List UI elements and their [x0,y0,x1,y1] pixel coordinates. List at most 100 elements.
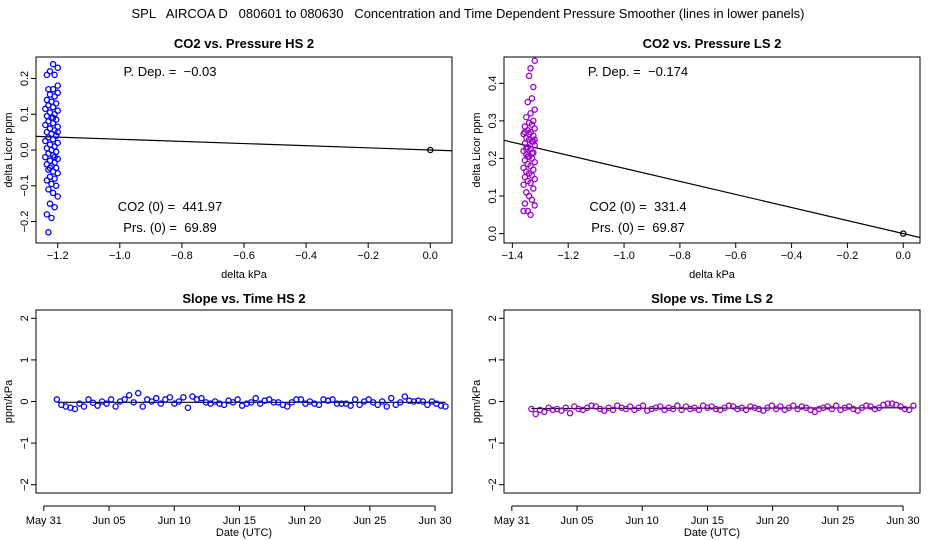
data-point [383,403,390,410]
x-tick-label: −1.2 [47,250,69,262]
x-tick-label: −1.4 [502,250,524,262]
data-point [53,396,61,403]
chart-title: CO2 vs. Pressure LS 2 [643,36,782,51]
data-point [54,107,61,114]
data-point [189,393,196,400]
data-layer [528,400,917,418]
y-tick-label: 0.3 [487,113,499,128]
y-tick-label: 0.2 [19,71,31,86]
x-tick-label: Jun 30 [887,515,920,527]
data-point [527,211,534,219]
data-point [54,64,61,71]
y-tick-label: −0.2 [19,211,31,233]
data-point [419,398,427,405]
data-point [790,402,797,409]
y-tick-label: 0.1 [487,188,499,203]
data-point [528,405,535,413]
data-point [130,399,137,406]
x-tick-label: Jun 10 [158,515,191,527]
data-point [51,71,58,79]
data-point [669,405,677,413]
plot-frame [503,309,921,494]
data-point [220,401,228,409]
data-point [351,396,359,403]
data-point [674,402,681,409]
y-tick-label: −2 [487,478,499,491]
data-point [52,182,60,190]
data-point [270,399,278,406]
y-axis-label: ppm/kPa [471,379,483,423]
data-point [768,402,776,409]
data-point [832,402,840,409]
data-point [198,394,205,402]
data-point [49,103,57,111]
data-point [531,125,538,132]
data-point [525,72,533,80]
data-point [388,394,395,402]
data-point [265,396,273,403]
data-point [528,196,536,204]
data-point [49,60,57,68]
data-point [52,132,60,139]
x-axis-label: delta kPa [221,269,268,281]
data-layer [53,389,449,413]
y-axis-label: delta Licor ppm [471,112,483,187]
y-tick-label: 1 [487,357,499,363]
chart-title: Slope vs. Time LS 2 [651,291,773,306]
data-point [378,398,386,405]
data-point [148,398,156,405]
data-point [94,402,101,409]
data-point [901,405,909,413]
data-point [180,394,187,401]
data-layer [504,57,920,239]
data-point [85,396,92,403]
data-point [609,406,617,414]
x-tick-label: Jun 05 [561,515,594,527]
data-point [48,214,55,222]
data-point [905,406,913,414]
fit-line [36,135,452,152]
annotation-text: P. Dep. = −0.03 [124,64,217,79]
data-point [566,409,574,417]
data-point [333,400,341,407]
x-tick-label: Jun 25 [821,515,854,527]
data-point [184,404,192,411]
data-point [293,396,300,403]
data-point [247,399,255,406]
data-point [153,394,160,402]
x-tick-label: −0.8 [171,250,193,262]
data-point [54,89,61,97]
data-point [256,400,264,407]
data-point [45,186,52,193]
data-point [356,401,363,409]
data-point [712,405,720,413]
x-tick-label: −1.0 [109,250,131,262]
data-point [442,403,449,410]
x-tick-label: Jun 20 [756,515,789,527]
data-point [43,177,51,184]
y-tick-label: 2 [19,315,31,321]
data-point [288,399,296,406]
x-tick-label: −0.6 [233,250,255,262]
data-point [347,402,354,409]
data-point [530,83,537,91]
chart-slope-vs-time-hs2: Slope vs. Time HS 2 May 31 Jun 05 Jun 10 Jun… [3,291,453,539]
data-point [365,396,372,403]
y-tick-label: 0.1 [19,107,31,122]
data-point [527,179,534,187]
y-tick-label: −0.1 [19,175,31,197]
data-point [76,400,83,407]
data-point [678,406,685,414]
data-point [531,136,538,143]
data-point [229,399,237,406]
y-axis-label: ppm/kPa [3,379,15,423]
data-point [49,136,57,143]
data-point [54,139,61,147]
data-point [531,106,538,113]
data-point [656,403,664,410]
data-point [42,137,49,145]
data-point [134,389,142,397]
data-point [51,153,58,161]
x-tick-label: −1.2 [557,250,579,262]
y-tick-label: 0.0 [19,142,31,157]
